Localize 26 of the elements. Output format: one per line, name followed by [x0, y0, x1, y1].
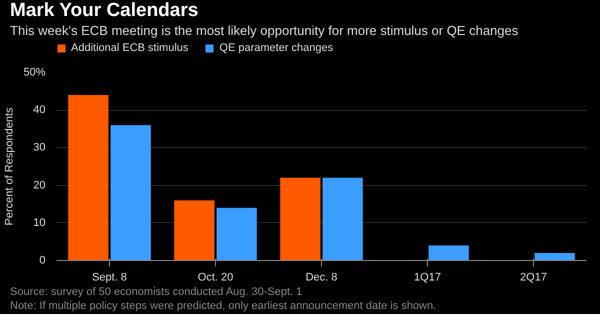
x-tick-label: Dec. 8: [306, 272, 338, 284]
text: Note: If multiple policy steps were predicted, only earliest announcement date is shown.: [10, 300, 436, 313]
y-tick-label: 50%: [23, 66, 46, 78]
legend-label: QE parameter changes: [219, 42, 334, 54]
y-tick-label: 20: [33, 179, 46, 192]
y-tick-label: 40: [33, 104, 46, 116]
source-note: Source: survey of 50 economists conducted Aug. 30-Sept. 1: [10, 286, 302, 299]
x-tick-label: Sept. 8: [92, 272, 127, 284]
bar: [428, 245, 469, 260]
bar: [216, 208, 257, 260]
bar: [322, 178, 363, 260]
chart-subtitle: This week's ECB meeting is the most likely opportunity for more stimulus or QE changes: [10, 23, 518, 39]
x-tick-label: 2Q17: [520, 272, 547, 284]
bar: [174, 200, 214, 260]
legend-label: Additional ECB stimulus: [71, 42, 188, 54]
y-tick-label: 30: [33, 142, 46, 154]
y-axis-title: Percent of Respondents: [3, 106, 16, 226]
chart-title: Mark Your Calendars: [10, 0, 198, 22]
y-tick-label: 10: [33, 216, 46, 229]
bar: [534, 252, 575, 260]
x-tick-label: Oct. 20: [198, 272, 234, 284]
bar: [68, 95, 108, 260]
y-tick-label: 0: [39, 254, 46, 266]
bar: [110, 125, 151, 260]
bar: [280, 178, 320, 260]
x-tick-label: 1Q17: [414, 272, 441, 284]
